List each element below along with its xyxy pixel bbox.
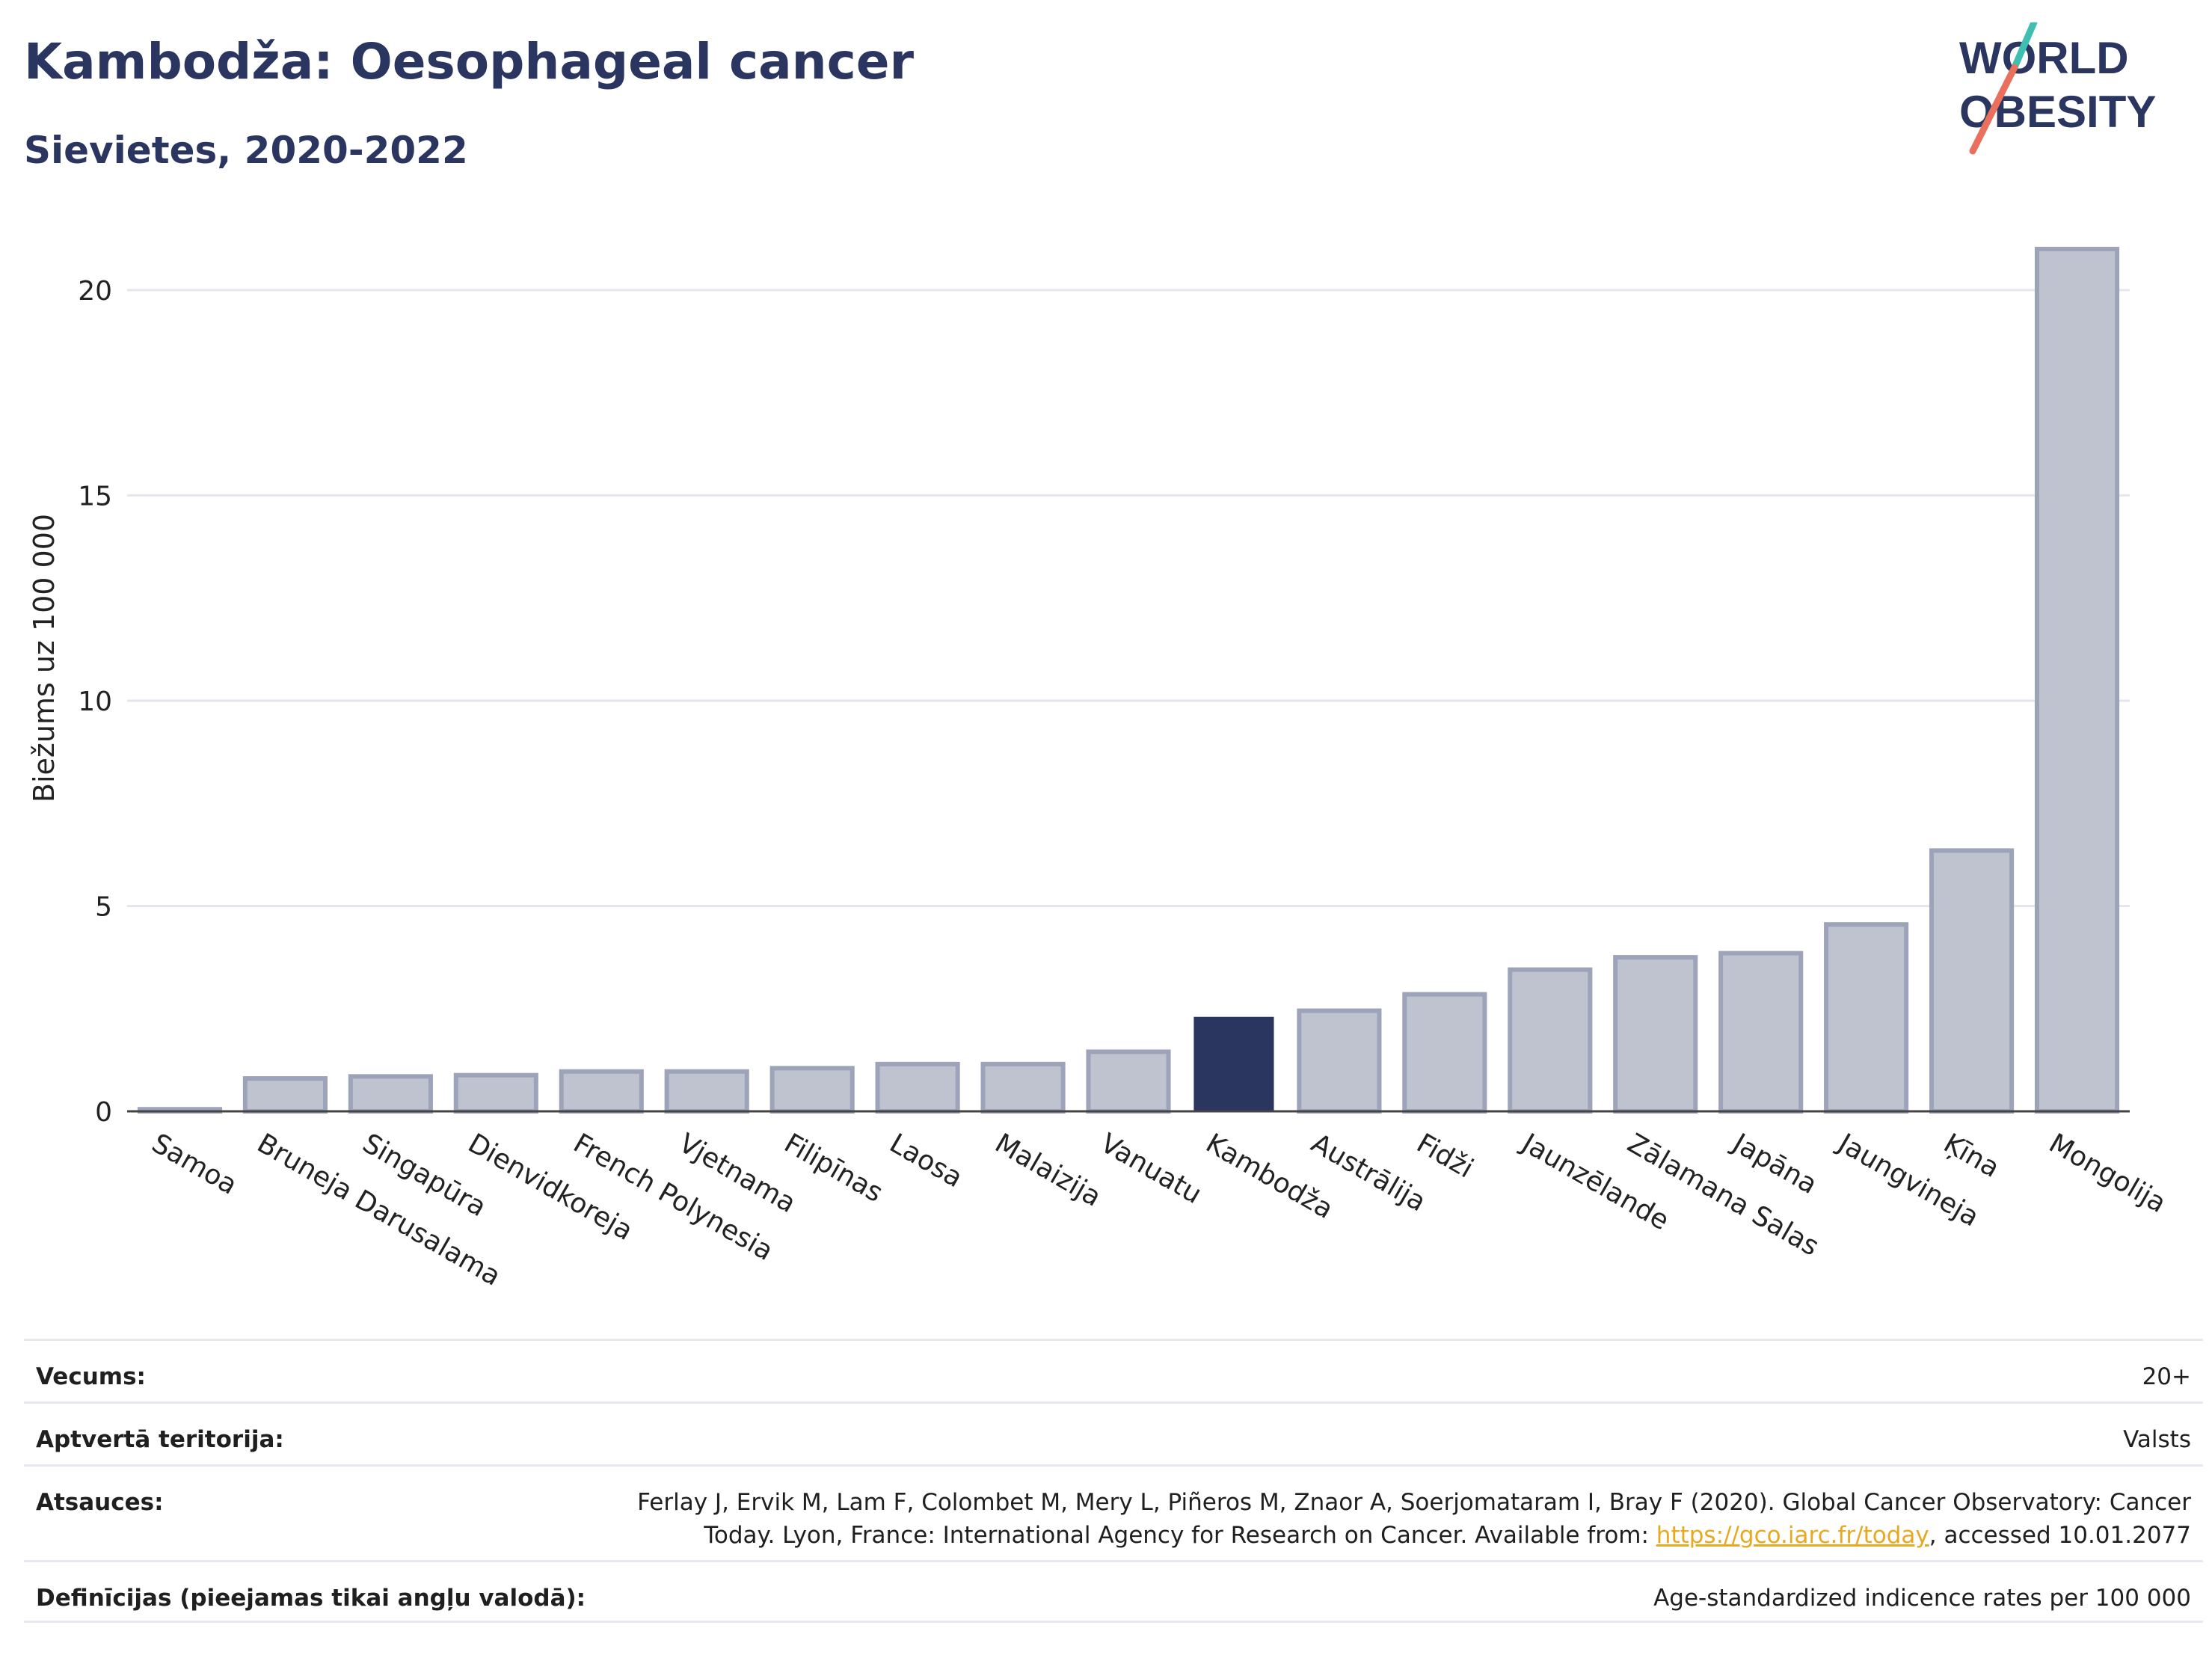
x-tick-label: Mongolija <box>2044 1128 2171 1219</box>
bar-8 <box>980 1061 1066 1114</box>
x-tick-label: Vanuatu <box>1096 1128 1207 1210</box>
bar-6 <box>769 1066 855 1114</box>
y-tick-label: 5 <box>95 891 112 922</box>
info-label: Definīcijas (pieejamas tikai angļu valod… <box>36 1585 586 1612</box>
x-tick-label: Zālamana Salas <box>1622 1128 1824 1262</box>
y-axis-ticks: 0 5 10 15 20 <box>78 276 112 1128</box>
info-row-references: Atsauces: Ferlay J, Ervik M, Lam F, Colo… <box>24 1464 2203 1560</box>
x-axis-ticks: Samoa Bruneja DarusalamaSingapūraDienvidk… <box>147 1127 2171 1292</box>
bar-11 <box>1297 1008 1382 1114</box>
bar-1 <box>242 1076 328 1114</box>
bar-14 <box>1613 955 1698 1114</box>
bar-5 <box>664 1069 749 1114</box>
info-value: Valsts <box>2123 1426 2191 1453</box>
y-tick-label: 0 <box>95 1097 112 1128</box>
chart-subtitle: Sievietes, 2020-2022 <box>24 129 468 172</box>
info-label: Atsauces: <box>36 1489 164 1516</box>
info-value: Ferlay J, Ervik M, Lam F, Colombet M, Me… <box>583 1486 2191 1552</box>
bar-2 <box>348 1074 433 1114</box>
world-obesity-logo: WORLD OBESITY <box>1959 22 2156 155</box>
bar-7 <box>875 1061 960 1114</box>
info-row-definitions: Definīcijas (pieejamas tikai angļu valod… <box>24 1560 2203 1623</box>
logo-stroke-teal <box>2011 22 2038 71</box>
bar-chart: 0 5 10 15 20 Samoa Bruneja DarusalamaSingapūr… <box>28 247 2171 1292</box>
y-axis-label: Biežums uz 100 000 <box>28 514 61 802</box>
y-tick-label: 10 <box>78 687 112 717</box>
bar-13 <box>1508 967 1593 1114</box>
bar-16 <box>1824 922 1909 1114</box>
x-tick-label: Laosa <box>885 1128 968 1194</box>
reference-link[interactable]: https://gco.iarc.fr/today <box>1656 1522 1929 1549</box>
chart-title: Kambodža: Oesophageal cancer <box>24 33 915 90</box>
info-value: Age-standardized indicence rates per 100… <box>1653 1585 2191 1612</box>
bar-12 <box>1402 992 1487 1114</box>
info-table: Vecums: 20+ Aptvertā teritorija: Valsts … <box>24 1339 2203 1623</box>
y-tick-label: 20 <box>78 276 112 307</box>
x-tick-label: Malaizija <box>990 1128 1107 1213</box>
bars <box>137 247 2120 1114</box>
bar-3 <box>453 1072 538 1114</box>
bar-4 <box>559 1069 644 1114</box>
logo-line1: WORLD <box>1959 33 2129 83</box>
info-row-territory: Aptvertā teritorija: Valsts <box>24 1401 2203 1464</box>
bar-10 <box>1193 1016 1274 1111</box>
grid-lines <box>127 289 2130 907</box>
x-tick-label: Samoa <box>147 1128 242 1201</box>
bar-9 <box>1086 1049 1171 1114</box>
logo-stroke-coral <box>1969 64 2018 155</box>
info-label: Vecums: <box>36 1363 146 1390</box>
x-tick-label: Ķīna <box>1938 1128 2004 1184</box>
reference-text: Ferlay J, Ervik M, Lam F, Colombet M, Me… <box>637 1489 2191 1549</box>
info-row-age: Vecums: 20+ <box>24 1339 2203 1401</box>
bar-17 <box>1929 848 2015 1114</box>
bar-18 <box>2034 247 2120 1114</box>
reference-accessed: , accessed 10.01.2077 <box>1929 1522 2191 1549</box>
y-tick-label: 15 <box>78 481 112 512</box>
info-value: 20+ <box>2142 1363 2191 1390</box>
x-tick-label: Fidži <box>1411 1128 1478 1184</box>
bar-15 <box>1718 951 1804 1114</box>
info-label: Aptvertā teritorija: <box>36 1426 284 1453</box>
